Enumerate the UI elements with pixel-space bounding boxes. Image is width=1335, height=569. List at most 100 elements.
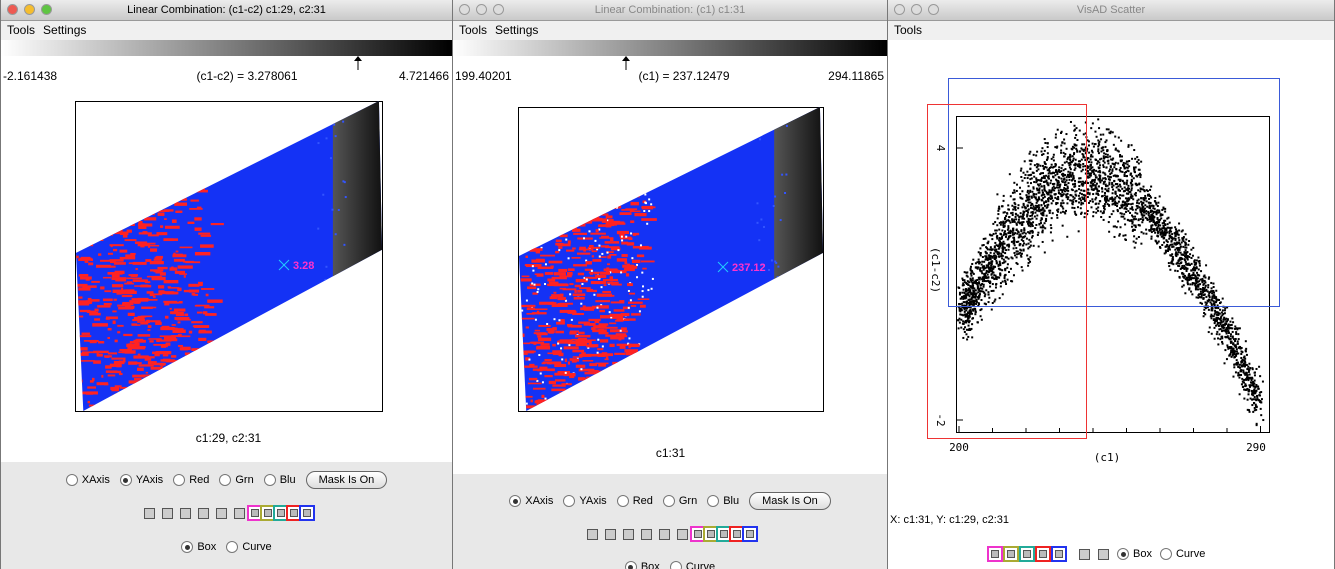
- axis-radio[interactable]: XAxis: [66, 474, 110, 486]
- mode-radio[interactable]: Box: [625, 561, 660, 569]
- scatter-point: [982, 291, 984, 293]
- scatter-point: [971, 263, 973, 265]
- scatter-point: [978, 302, 980, 304]
- tool-icon[interactable]: [587, 529, 598, 540]
- menu-item[interactable]: Tools: [7, 23, 35, 37]
- scatter-point: [1043, 181, 1045, 183]
- red-pixel: [174, 308, 186, 311]
- axis-radio[interactable]: XAxis: [509, 495, 553, 507]
- scatter-point: [1026, 221, 1028, 223]
- axis-radio[interactable]: Grn: [663, 495, 697, 507]
- red-pixel: [589, 245, 594, 248]
- scatter-point: [1093, 189, 1095, 191]
- axis-radio[interactable]: Red: [617, 495, 653, 507]
- scatter-point: [990, 248, 992, 250]
- mode-radio[interactable]: Curve: [670, 561, 715, 569]
- window-button[interactable]: [911, 4, 922, 15]
- scatter-point: [1226, 344, 1228, 346]
- scatter-point: [1051, 164, 1053, 166]
- window-button[interactable]: [476, 4, 487, 15]
- tool-icons: [1, 505, 452, 521]
- mask-button[interactable]: Mask Is On: [749, 492, 831, 510]
- scatter-point: [1098, 171, 1100, 173]
- scatter-point: [1062, 225, 1064, 227]
- scatter-point: [1091, 198, 1093, 200]
- scatter-point: [1041, 199, 1043, 201]
- axis-radio[interactable]: YAxis: [563, 495, 606, 507]
- window-button[interactable]: [41, 4, 52, 15]
- red-pixel: [120, 257, 135, 259]
- red-pixel: [104, 290, 111, 292]
- red-pixel: [577, 253, 590, 255]
- tool-icon[interactable]: [162, 508, 173, 519]
- scatter-point: [970, 301, 972, 303]
- window-button[interactable]: [24, 4, 35, 15]
- tool-icon[interactable]: [659, 529, 670, 540]
- window-button[interactable]: [459, 4, 470, 15]
- scatter-point: [1022, 240, 1024, 242]
- scatter-point: [1081, 143, 1083, 145]
- menu-item[interactable]: Tools: [894, 23, 922, 37]
- scatter-point: [982, 277, 984, 279]
- scatter-point: [1222, 321, 1224, 323]
- axis-radio[interactable]: Red: [173, 474, 209, 486]
- tool-icon[interactable]: [198, 508, 209, 519]
- scatter-point: [1007, 227, 1009, 229]
- window-button[interactable]: [894, 4, 905, 15]
- red-pixel: [639, 247, 652, 250]
- mode-radio[interactable]: Box: [181, 541, 216, 553]
- scatter-point: [1073, 153, 1075, 155]
- scatter-point: [1191, 274, 1193, 276]
- scatter-point: [1103, 152, 1105, 154]
- red-pixel: [552, 350, 561, 353]
- white-pixel: [568, 344, 570, 346]
- menu-item[interactable]: Settings: [495, 23, 538, 37]
- menu-item[interactable]: Tools: [459, 23, 487, 37]
- axis-radio[interactable]: Grn: [219, 474, 253, 486]
- scatter-point: [1012, 230, 1014, 232]
- white-pixel: [565, 239, 567, 241]
- menu-item[interactable]: Settings: [43, 23, 86, 37]
- tool-icon[interactable]: [641, 529, 652, 540]
- scatter-point: [1097, 118, 1099, 120]
- window-button[interactable]: [928, 4, 939, 15]
- scatter-point: [1062, 208, 1064, 210]
- mask-button[interactable]: Mask Is On: [306, 471, 388, 489]
- red-pixel: [578, 338, 587, 340]
- white-pixel: [560, 347, 562, 349]
- scatter-point: [1255, 404, 1257, 406]
- window-button[interactable]: [493, 4, 504, 15]
- scatter-point: [1037, 168, 1039, 170]
- axis-radio[interactable]: YAxis: [120, 474, 163, 486]
- scatter-point: [1078, 188, 1080, 190]
- scatter-point: [964, 331, 966, 333]
- scatter-point: [962, 298, 964, 300]
- white-pixel: [602, 345, 604, 347]
- tool-icon[interactable]: [216, 508, 227, 519]
- mode-radio[interactable]: Curve: [226, 541, 271, 553]
- scatter-point: [1002, 243, 1004, 245]
- scatter-point: [1067, 198, 1069, 200]
- tool-icon[interactable]: [234, 508, 245, 519]
- axis-radio[interactable]: Blu: [264, 474, 296, 486]
- scatter-point: [1126, 175, 1128, 177]
- red-pixel: [163, 301, 177, 303]
- scatter-point: [976, 292, 978, 294]
- scatter-point: [1169, 269, 1171, 271]
- color-tool[interactable]: [742, 526, 758, 542]
- scatter-point: [1049, 182, 1051, 184]
- tool-icon[interactable]: [144, 508, 155, 519]
- scatter-point: [1022, 270, 1024, 272]
- tool-icon[interactable]: [677, 529, 688, 540]
- scatter-point: [1015, 222, 1017, 224]
- tool-icon[interactable]: [623, 529, 634, 540]
- axis-radio[interactable]: Blu: [707, 495, 739, 507]
- scatter-point: [1033, 196, 1035, 198]
- red-pixel: [123, 334, 132, 336]
- window-button[interactable]: [7, 4, 18, 15]
- tool-icon[interactable]: [605, 529, 616, 540]
- color-tool[interactable]: [299, 505, 315, 521]
- scatter-point: [1147, 195, 1149, 197]
- tool-icon[interactable]: [180, 508, 191, 519]
- scatter-point: [1004, 243, 1006, 245]
